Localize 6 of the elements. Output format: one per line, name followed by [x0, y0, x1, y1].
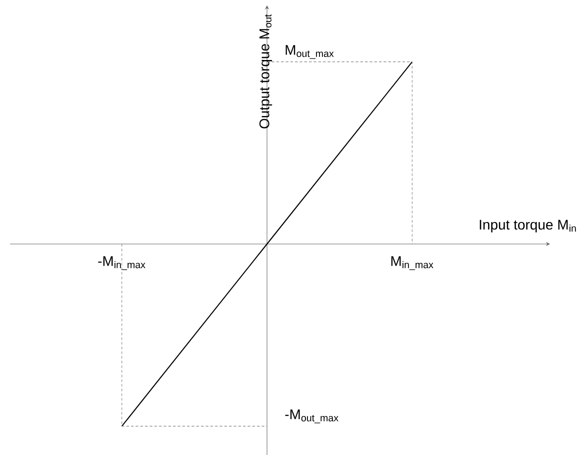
x-tick-label: -M$_{in_max}$ — [98, 256, 146, 270]
text: M$_{out_max}$ — [286, 45, 334, 59]
x-axis-title: Input torque M$_{in}$ — [480, 220, 576, 232]
x-tick-label: M$_{in_max}$ — [391, 256, 434, 270]
y-axis-title: Output torque M$_{out}$ — [259, 14, 272, 128]
annotation: -M$_{out_max}$ — [285, 409, 338, 424]
